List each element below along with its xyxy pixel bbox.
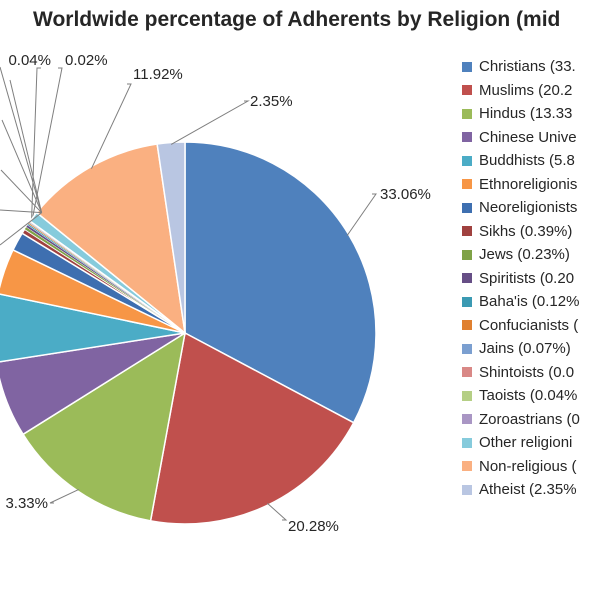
legend-swatch (462, 61, 472, 72)
legend-item: Buddhists (5.8 (462, 149, 600, 173)
legend-item: Baha'is (0.12% (462, 290, 600, 314)
legend-item: Spiritists (0.20 (462, 267, 600, 291)
legend-label: Taoists (0.04% (479, 387, 578, 405)
legend-label: Baha'is (0.12% (479, 293, 580, 311)
legend-swatch (462, 108, 472, 119)
legend-item: Christians (33. (462, 55, 600, 79)
legend-swatch (462, 132, 472, 143)
legend-item: Jews (0.23%) (462, 243, 600, 267)
leader-line (90, 83, 132, 169)
legend-label: Jains (0.07%) (479, 340, 571, 358)
leader-line (0, 66, 43, 213)
legend-label: Confucianists ( (479, 316, 579, 334)
legend-swatch (462, 437, 472, 448)
leader-line (9, 79, 43, 213)
pie-slice (156, 141, 186, 334)
legend-label: Zoroastrians (0 (479, 410, 580, 428)
legend-label: Neoreligionists (479, 199, 578, 217)
legend-label: Non-religious ( (479, 457, 577, 475)
legend-swatch (462, 484, 472, 495)
leader-line (170, 100, 250, 145)
legend-swatch (462, 202, 472, 213)
data-label: 11.92% (133, 66, 183, 83)
data-label: 33.06% (380, 186, 431, 203)
legend-swatch (462, 390, 472, 401)
leader-line (0, 209, 42, 214)
chart-legend: Christians (33. Muslims (20.2 Hindus (13.3… (462, 55, 600, 545)
data-label: 20.28% (288, 518, 339, 535)
legend-label: Hindus (13.33 (479, 105, 573, 123)
legend-item: Neoreligionists (462, 196, 600, 220)
pie-slice (22, 331, 187, 522)
leader-line (346, 193, 377, 236)
legend-swatch (462, 155, 472, 166)
legend-item: Zoroastrians (0 (462, 408, 600, 432)
legend-swatch (462, 367, 472, 378)
legend-swatch (462, 273, 472, 284)
legend-item: Jains (0.07%) (462, 337, 600, 361)
legend-swatch (462, 249, 472, 260)
pie-slice (149, 331, 355, 525)
pie-slice (35, 143, 187, 335)
legend-label: Buddhists (5.8 (479, 152, 575, 170)
leader-line (49, 488, 79, 504)
legend-label: Ethnoreligionis (479, 175, 578, 193)
legend-item: Sikhs (0.39%) (462, 220, 600, 244)
legend-label: Chinese Unive (479, 128, 577, 146)
data-label: 0.02% (65, 52, 108, 69)
legend-label: Shintoists (0.0 (479, 363, 575, 381)
legend-item: Confucianists ( (462, 314, 600, 338)
legend-item: Non-religious ( (462, 455, 600, 479)
legend-swatch (462, 85, 472, 96)
legend-label: Muslims (20.2 (479, 81, 573, 99)
legend-item: Other religioni (462, 431, 600, 455)
legend-label: Sikhs (0.39%) (479, 222, 573, 240)
chart-title: Worldwide percentage of Adherents by Rel… (33, 8, 561, 31)
legend-item: Atheist (2.35% (462, 478, 600, 502)
leader-line (31, 67, 63, 223)
legend-swatch (462, 179, 472, 190)
legend-item: Shintoists (0.0 (462, 361, 600, 385)
legend-label: Atheist (2.35% (479, 481, 577, 499)
legend-label: Jews (0.23%) (479, 246, 570, 264)
leader-line (0, 212, 42, 246)
legend-item: Ethnoreligionis (462, 173, 600, 197)
legend-swatch (462, 320, 472, 331)
leader-line (30, 67, 41, 223)
legend-item: Chinese Unive (462, 126, 600, 150)
legend-label: Other religioni (479, 434, 573, 452)
leader-line (266, 502, 288, 521)
legend-item: Taoists (0.04% (462, 384, 600, 408)
leader-line (0, 169, 42, 214)
pie-slice (0, 332, 186, 436)
leader-line (1, 119, 43, 213)
data-label: 0.04% (8, 52, 51, 69)
legend-item: Muslims (20.2 (462, 79, 600, 103)
legend-swatch (462, 296, 472, 307)
legend-swatch (462, 226, 472, 237)
legend-label: Spiritists (0.20 (479, 269, 575, 287)
legend-label: Christians (33. (479, 58, 576, 76)
pie-slice (184, 141, 377, 424)
legend-swatch (462, 461, 472, 472)
legend-item: Hindus (13.33 (462, 102, 600, 126)
legend-swatch (462, 414, 472, 425)
data-label: 2.35% (250, 93, 293, 110)
data-label: 3.33% (5, 495, 48, 512)
pie-slice (0, 293, 186, 363)
legend-swatch (462, 343, 472, 354)
